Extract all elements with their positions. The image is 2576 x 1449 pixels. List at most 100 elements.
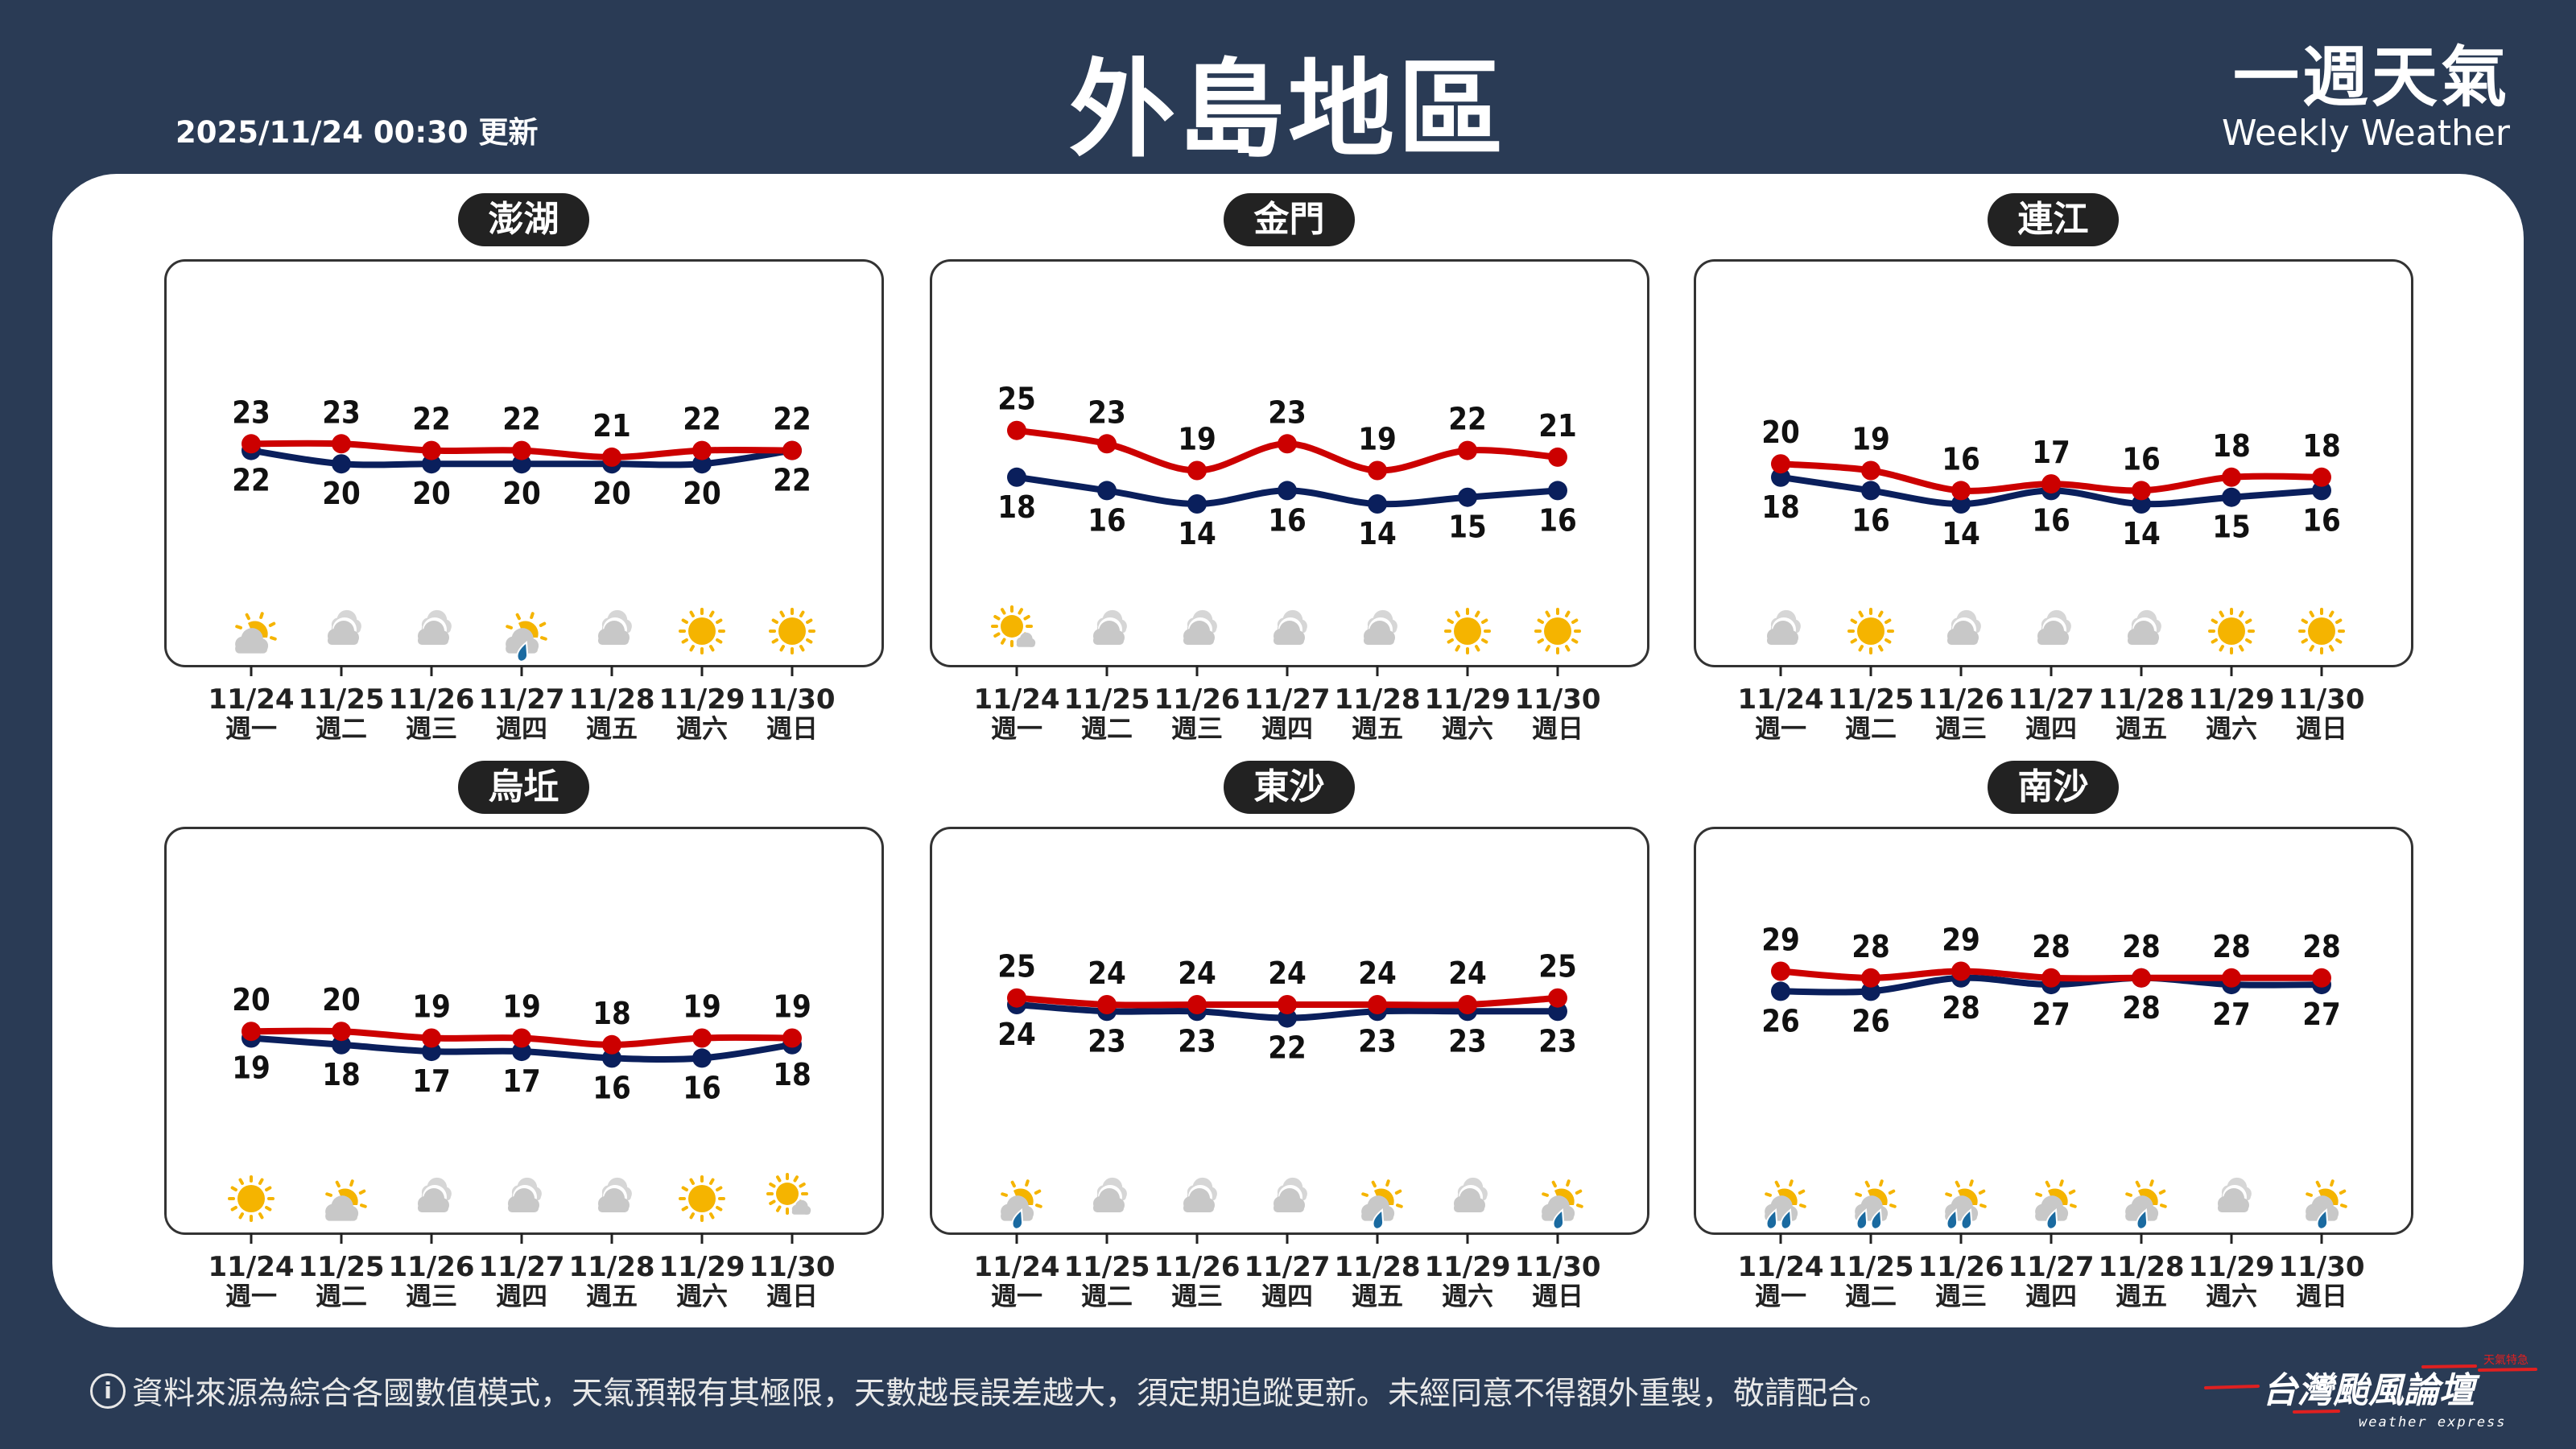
high-temp-label: 24 [1448, 956, 1487, 991]
partly-cloudy-rain-icon [2125, 1179, 2167, 1230]
cloud-shape [1093, 1188, 1125, 1212]
low-temp-point [692, 454, 712, 474]
x-tick-weekday: 週五 [1352, 713, 1403, 744]
cloud-shape [598, 1188, 630, 1212]
cloud-shape [1183, 621, 1215, 645]
low-temp-point [332, 1034, 351, 1055]
high-temp-point [692, 1028, 712, 1048]
high-temp-point [602, 1034, 621, 1055]
high-temp-label: 19 [1358, 422, 1397, 457]
low-temp-point [1861, 981, 1880, 1001]
sunny-icon [1534, 608, 1581, 654]
sunny-cloud-icon [991, 605, 1036, 647]
x-tick-weekday: 週四 [2025, 1281, 2077, 1311]
cloud-shape [235, 628, 269, 654]
high-temp-label: 16 [1942, 441, 1980, 477]
info-icon: i [90, 1373, 126, 1409]
high-temp-point [512, 1028, 531, 1048]
rain-drop [1552, 1208, 1565, 1230]
low-temp-label: 18 [1761, 489, 1800, 525]
low-temp-label: 26 [1852, 1003, 1890, 1038]
high-temp-point [1097, 434, 1117, 454]
high-temp-point [1861, 968, 1880, 988]
cloudy-icon [1183, 1177, 1217, 1212]
partly-cloudy-rain-icon [506, 612, 547, 663]
low-temp-label: 28 [1942, 990, 1980, 1026]
rain-drop [1856, 1208, 1868, 1230]
high-temp-point [2222, 968, 2241, 988]
high-temp-point [422, 440, 441, 460]
x-tick-date: 11/24 [1737, 1251, 1823, 1283]
x-tick-weekday: 週五 [1352, 1281, 1403, 1311]
x-tick-weekday: 週日 [766, 713, 818, 744]
high-temp-label: 22 [1448, 402, 1487, 437]
chart-frame [1694, 827, 2413, 1235]
x-tick-weekday: 週五 [2116, 713, 2167, 744]
partly-cloudy-icon [325, 1179, 367, 1221]
cloud-shape [2125, 1195, 2159, 1221]
low-temp-point [692, 1048, 712, 1068]
low-temp-point [512, 1042, 531, 1062]
cloud-shape [1274, 1188, 1305, 1212]
high-temp-label: 28 [1852, 929, 1890, 964]
high-temp-point [1951, 481, 1971, 501]
high-temp-label: 19 [773, 989, 811, 1025]
sunny-icon [769, 608, 815, 654]
x-tick-date: 11/30 [1514, 683, 1600, 716]
low-temp-point [1548, 1001, 1567, 1022]
rain-drop [2316, 1208, 2329, 1230]
x-tick-weekday: 週六 [676, 1281, 728, 1311]
low-temp-point [422, 454, 441, 474]
low-temp-label: 19 [232, 1051, 270, 1086]
x-tick-date: 11/27 [2008, 1251, 2094, 1283]
partly-cloudy-heavy-rain-icon [1765, 1179, 1806, 1230]
x-tick-weekday: 週一 [991, 1281, 1042, 1311]
x-tick-weekday: 週二 [1845, 713, 1897, 744]
sun-shape [1847, 608, 1894, 654]
low-temp-label: 14 [1178, 516, 1216, 551]
x-tick-date: 11/28 [2098, 1251, 2184, 1283]
x-tick-weekday: 週二 [316, 713, 367, 744]
high-temp-label: 19 [412, 989, 451, 1025]
x-tick-weekday: 週三 [1171, 1281, 1223, 1311]
high-temp-point [242, 1022, 261, 1042]
low-temp-label: 15 [1448, 510, 1487, 545]
low-temp-point [1771, 981, 1790, 1001]
high-temp-point [512, 440, 531, 460]
low-temp-label: 20 [592, 476, 631, 511]
x-tick-date: 11/29 [658, 683, 745, 716]
region-title: 烏坵 [458, 761, 589, 814]
high-temp-label: 25 [997, 949, 1036, 985]
high-temp-label: 25 [1538, 949, 1577, 985]
sunny-icon [2208, 608, 2255, 654]
x-tick-weekday: 週一 [225, 713, 277, 744]
x-tick-weekday: 週日 [2296, 1281, 2347, 1311]
high-temp-label: 16 [2122, 441, 2161, 477]
brand-subtitle: Weekly Weather [2221, 113, 2510, 154]
low-temp-label: 28 [2122, 990, 2161, 1026]
x-tick-weekday: 週日 [2296, 713, 2347, 744]
sunny-icon [2298, 608, 2345, 654]
high-temp-label: 23 [232, 394, 270, 430]
low-temp-point [1458, 487, 1477, 507]
high-temp-point [1187, 460, 1207, 481]
low-temp-label: 22 [232, 463, 270, 498]
high-temp-point [1771, 454, 1790, 474]
cloudy-icon [1093, 609, 1127, 645]
sun-shape [679, 1175, 725, 1222]
high-temp-label: 23 [1088, 394, 1126, 430]
partly-cloudy-rain-icon [1542, 1179, 1583, 1230]
low-temp-label: 22 [773, 463, 811, 498]
high-temp-point [1771, 961, 1790, 981]
sunny-icon [1444, 608, 1491, 654]
low-temp-label: 16 [1852, 502, 1890, 538]
high-temp-label: 22 [773, 402, 811, 437]
forecast-panel: 南沙 29 28 29 28 28 28 28 26 26 28 27 28 27 27 11/24 週一 11/… [1694, 761, 2413, 1311]
high-temp-point [1187, 995, 1207, 1014]
x-tick-date: 11/27 [2008, 683, 2094, 716]
partly-cloudy-icon [235, 612, 277, 654]
update-timestamp: 2025/11/24 00:30 更新 [175, 115, 539, 150]
high-temp-point [1368, 995, 1387, 1014]
